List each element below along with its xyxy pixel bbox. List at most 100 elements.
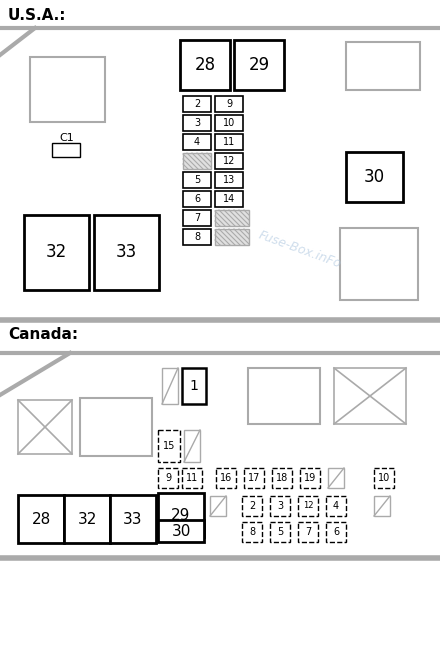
Bar [94, 215, 159, 290]
Text: 5: 5 [194, 175, 200, 185]
Bar [158, 493, 204, 537]
Text: 19: 19 [304, 473, 316, 483]
Text: 7: 7 [305, 527, 311, 537]
Text: 28: 28 [31, 511, 51, 527]
Text: 9: 9 [165, 473, 171, 483]
Text: 29: 29 [171, 507, 191, 523]
Bar [270, 522, 290, 542]
Text: 15: 15 [163, 441, 175, 451]
Bar [244, 468, 264, 488]
Text: 11: 11 [223, 137, 235, 147]
Bar [80, 398, 152, 456]
Bar [346, 152, 403, 202]
Bar [18, 495, 64, 543]
Text: 17: 17 [248, 473, 260, 483]
Text: 9: 9 [226, 99, 232, 109]
Text: 4: 4 [194, 137, 200, 147]
Text: 18: 18 [276, 473, 288, 483]
Bar [298, 522, 318, 542]
Bar [184, 430, 200, 462]
Text: 10: 10 [223, 118, 235, 128]
Text: U.S.A.:: U.S.A.: [8, 8, 66, 23]
Text: 28: 28 [194, 56, 216, 74]
Bar [234, 40, 284, 90]
Text: 13: 13 [223, 175, 235, 185]
Bar [158, 520, 204, 542]
Text: 7: 7 [194, 213, 200, 223]
Text: 2: 2 [194, 99, 200, 109]
Bar [340, 228, 418, 300]
Bar [242, 496, 262, 516]
Text: 30: 30 [363, 168, 385, 186]
Text: 33: 33 [115, 243, 137, 261]
Bar [64, 495, 110, 543]
Text: 12: 12 [223, 156, 235, 166]
Bar [326, 522, 346, 542]
Bar [215, 134, 243, 150]
Text: 3: 3 [277, 501, 283, 511]
Bar [328, 468, 344, 488]
Bar [162, 368, 178, 404]
Text: C1: C1 [60, 133, 74, 143]
Bar [182, 468, 202, 488]
Bar [183, 229, 211, 245]
Text: 32: 32 [45, 243, 66, 261]
Text: 33: 33 [123, 511, 143, 527]
Bar [180, 40, 230, 90]
Text: 12: 12 [303, 501, 313, 511]
Text: 29: 29 [249, 56, 270, 74]
Bar [110, 495, 156, 543]
Bar [18, 400, 72, 454]
Text: 6: 6 [194, 194, 200, 204]
Text: 2: 2 [249, 501, 255, 511]
Bar [30, 57, 105, 122]
Bar [158, 468, 178, 488]
Bar [215, 115, 243, 131]
Text: 5: 5 [277, 527, 283, 537]
Bar [183, 172, 211, 188]
Bar [183, 153, 211, 169]
Text: 1: 1 [190, 379, 198, 393]
Bar [183, 134, 211, 150]
Bar [182, 368, 206, 404]
Bar [215, 210, 249, 226]
Bar [52, 143, 80, 157]
Bar [248, 368, 320, 424]
Bar [272, 468, 292, 488]
Bar [374, 468, 394, 488]
Text: 30: 30 [171, 523, 191, 539]
Bar [215, 153, 243, 169]
Text: 10: 10 [378, 473, 390, 483]
Bar [24, 215, 89, 290]
Text: 8: 8 [249, 527, 255, 537]
Bar [215, 172, 243, 188]
Bar [183, 191, 211, 207]
Bar [374, 496, 390, 516]
Text: Canada:: Canada: [8, 327, 78, 342]
Text: 14: 14 [223, 194, 235, 204]
Text: 11: 11 [186, 473, 198, 483]
Bar [346, 42, 420, 90]
Bar [215, 96, 243, 112]
Text: 16: 16 [220, 473, 232, 483]
Bar [334, 368, 406, 424]
Text: 6: 6 [333, 527, 339, 537]
Bar [158, 430, 180, 462]
Bar [298, 496, 318, 516]
Bar [326, 496, 346, 516]
Bar [183, 115, 211, 131]
Text: 32: 32 [77, 511, 97, 527]
Bar [183, 210, 211, 226]
Text: Fuse-Box.inFo: Fuse-Box.inFo [257, 229, 343, 271]
Bar [215, 229, 249, 245]
Text: 4: 4 [333, 501, 339, 511]
Bar [215, 191, 243, 207]
Bar [242, 522, 262, 542]
Bar [270, 496, 290, 516]
Bar [216, 468, 236, 488]
Bar [183, 96, 211, 112]
Text: 8: 8 [194, 232, 200, 242]
Bar [300, 468, 320, 488]
Bar [210, 496, 226, 516]
Text: 3: 3 [194, 118, 200, 128]
